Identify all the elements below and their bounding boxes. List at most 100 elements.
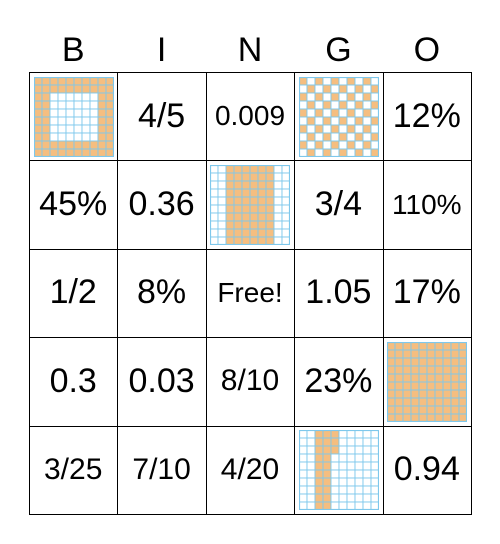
grid-square [322,453,332,463]
bingo-cell-r0c3[interactable] [294,72,384,162]
grid-square [226,172,235,182]
bingo-cell-r3c1[interactable]: 0.03 [117,337,207,427]
grid-square [410,373,420,383]
grid-square [97,132,107,142]
bingo-cell-r3c3[interactable]: 23% [294,337,384,427]
grid-square [97,84,107,94]
grid-square [394,357,404,367]
grid-square [298,485,308,495]
bingo-cell-r4c3[interactable] [294,425,384,515]
grid-square [346,445,356,455]
bingo-cell-r1c2[interactable] [205,160,296,250]
grid-square [57,132,67,142]
grid-square [266,188,275,198]
grid-square [226,220,235,230]
grid-square [394,381,404,391]
bingo-cell-r4c0[interactable]: 3/25 [29,425,119,515]
grid-square [65,116,75,126]
grid-square [442,365,452,375]
bingo-cell-r3c2[interactable]: 8/10 [205,337,296,427]
cell-value: 0.36 [128,185,195,224]
bingo-cell-r1c4[interactable]: 110% [382,160,472,250]
grid-square [322,140,332,150]
grid-square [322,84,332,94]
grid-square [298,84,308,94]
cell-value: 0.94 [393,450,460,489]
grid-square [266,180,275,190]
grid-square [426,397,436,407]
bingo-cell-r2c4[interactable]: 17% [382,248,472,339]
grid-square [346,469,356,479]
grid-square [354,116,364,126]
grid-square [370,84,379,94]
grid-square [73,148,83,157]
grid-square [65,100,75,110]
bingo-cell-r2c0[interactable]: 1/2 [29,248,119,339]
grid-square [442,341,452,351]
grid-square [346,485,356,495]
grid-square [298,108,308,118]
grid-square [346,92,356,102]
hundredths-grid-full-icon [387,341,468,422]
grid-square [210,236,219,246]
bingo-cell-r1c1[interactable]: 0.36 [117,160,207,250]
grid-square [314,140,324,150]
grid-square [338,84,348,94]
grid-square [410,405,420,415]
bingo-cell-r2c3[interactable]: 1.05 [294,248,384,339]
grid-square [434,373,444,383]
grid-square [242,172,251,182]
grid-square [370,92,379,102]
grid-square [105,108,114,118]
grid-square [105,92,114,102]
grid-square [387,349,396,359]
bingo-cell-r0c1[interactable]: 4/5 [117,72,207,162]
bingo-cell-r1c0[interactable]: 45% [29,160,119,250]
grid-square [418,357,428,367]
grid-square [49,148,59,157]
grid-square [314,84,324,94]
grid-square [346,76,356,86]
bingo-cell-r3c0[interactable]: 0.3 [29,337,119,427]
bingo-cell-r2c1[interactable]: 8% [117,248,207,339]
grid-square [322,493,332,503]
bingo-cell-r1c3[interactable]: 3/4 [294,160,384,250]
bingo-cell-r3c4[interactable] [382,337,472,427]
grid-square [258,204,267,214]
grid-square [458,405,468,415]
grid-square [394,341,404,351]
grid-square [346,108,356,118]
bingo-cell-r0c4[interactable]: 12% [382,72,472,162]
bingo-cell-r0c2[interactable]: 0.009 [205,72,296,162]
grid-square [210,220,219,230]
grid-square [458,413,468,422]
grid-square [322,445,332,455]
grid-square [418,405,428,415]
grid-square [73,132,83,142]
bingo-cell-r2c2[interactable]: Free! [205,248,296,339]
hundredths-grid-band-icon [210,165,291,246]
bingo-cell-r0c0[interactable] [29,72,119,162]
grid-square [338,148,348,157]
grid-square [314,116,324,126]
grid-square [57,140,67,150]
grid-square [81,100,91,110]
grid-square [81,76,91,86]
grid-square [338,453,348,463]
grid-square [314,453,324,463]
grid-square [33,148,43,157]
grid-square [314,493,324,503]
grid-square [450,349,460,359]
grid-square [426,381,436,391]
grid-square [234,236,243,246]
grid-square [402,341,412,351]
bingo-cell-r4c1[interactable]: 7/10 [117,425,207,515]
bingo-cell-r4c2[interactable]: 4/20 [205,425,296,515]
grid-square [306,116,316,126]
bingo-cell-r4c4[interactable]: 0.94 [382,425,472,515]
cell-value: 110% [392,188,462,220]
grid-square [426,357,436,367]
grid-square [434,381,444,391]
grid-square [346,477,356,487]
grid-square [218,228,227,238]
